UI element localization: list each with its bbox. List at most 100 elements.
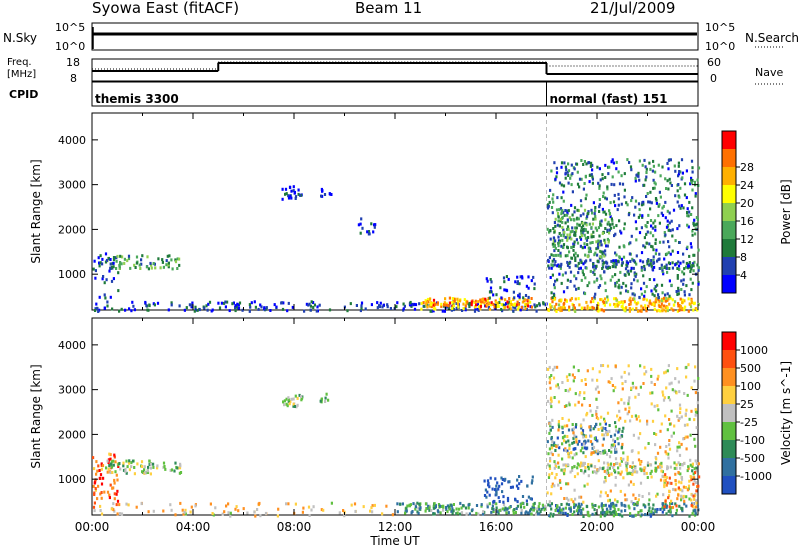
range-cell bbox=[622, 476, 625, 480]
range-cell bbox=[625, 263, 628, 267]
range-cell bbox=[692, 253, 695, 257]
range-cell bbox=[560, 503, 563, 506]
colorbar-tick-label: 500 bbox=[740, 362, 761, 375]
range-cell bbox=[597, 309, 600, 313]
range-cell bbox=[643, 513, 647, 517]
range-cell bbox=[300, 395, 303, 398]
range-cell bbox=[448, 301, 451, 305]
colorbar-tick-label: 16 bbox=[740, 215, 754, 228]
range-cell bbox=[666, 209, 669, 213]
range-cell bbox=[96, 497, 99, 501]
range-cell bbox=[652, 261, 656, 265]
range-cell bbox=[184, 508, 187, 512]
range-cell bbox=[430, 309, 433, 313]
range-cell bbox=[361, 226, 364, 230]
range-cell bbox=[623, 227, 626, 231]
range-cell bbox=[619, 291, 622, 295]
panel-frame bbox=[91, 112, 699, 311]
range-cell bbox=[687, 266, 690, 270]
range-cell bbox=[692, 302, 695, 306]
range-cell bbox=[678, 195, 681, 199]
range-cell bbox=[285, 192, 288, 196]
range-cell bbox=[677, 302, 680, 306]
range-cell bbox=[576, 254, 579, 258]
range-cell bbox=[459, 501, 462, 505]
range-cell bbox=[665, 252, 668, 256]
range-cell bbox=[696, 401, 699, 405]
range-cell bbox=[621, 261, 624, 265]
range-cell bbox=[648, 161, 651, 165]
range-cell bbox=[100, 496, 103, 500]
range-cell bbox=[581, 231, 584, 235]
range-cell bbox=[166, 254, 169, 258]
range-cell bbox=[217, 301, 220, 305]
range-cell bbox=[559, 264, 562, 268]
range-cell bbox=[434, 503, 437, 507]
range-cell bbox=[657, 163, 660, 167]
range-cell bbox=[649, 463, 653, 467]
range-cell bbox=[176, 466, 179, 470]
range-cell bbox=[109, 295, 112, 299]
range-cell bbox=[637, 393, 640, 396]
range-cell bbox=[592, 217, 595, 221]
range-cell bbox=[548, 365, 551, 369]
range-cell bbox=[663, 231, 666, 234]
range-cell bbox=[614, 498, 617, 502]
range-cell bbox=[567, 401, 571, 405]
range-cell bbox=[693, 467, 696, 471]
range-cell bbox=[162, 265, 165, 269]
range-cell bbox=[167, 265, 170, 269]
range-cell bbox=[106, 490, 110, 494]
range-cell bbox=[676, 449, 679, 453]
range-cell bbox=[96, 469, 99, 473]
range-cell bbox=[147, 510, 150, 514]
range-cell bbox=[591, 470, 595, 474]
range-cell bbox=[525, 510, 528, 514]
range-cell bbox=[569, 470, 572, 474]
range-cell bbox=[562, 210, 565, 214]
range-cell bbox=[591, 378, 594, 382]
range-cell bbox=[94, 488, 97, 492]
range-cell bbox=[456, 511, 459, 515]
range-cell bbox=[115, 503, 118, 507]
range-cell bbox=[108, 269, 111, 273]
range-cell bbox=[639, 461, 642, 465]
range-cell bbox=[106, 304, 109, 308]
range-cell bbox=[479, 300, 482, 304]
range-cell bbox=[647, 200, 650, 204]
range-cell bbox=[475, 303, 478, 307]
range-cell bbox=[632, 266, 635, 270]
range-cell bbox=[573, 206, 577, 210]
range-cell bbox=[501, 478, 504, 481]
range-cell bbox=[478, 305, 481, 309]
range-cell bbox=[564, 209, 567, 212]
range-cell bbox=[590, 451, 593, 455]
range-cell bbox=[561, 220, 564, 224]
range-cell bbox=[626, 455, 629, 459]
range-cell bbox=[154, 266, 157, 270]
range-cell bbox=[667, 228, 670, 232]
range-cell bbox=[683, 499, 686, 503]
range-cell bbox=[657, 214, 660, 218]
range-cell bbox=[536, 509, 539, 513]
range-cell bbox=[648, 278, 651, 281]
range-cell bbox=[561, 425, 564, 429]
range-cell bbox=[516, 500, 519, 504]
range-cell bbox=[583, 292, 587, 296]
range-cell bbox=[596, 378, 599, 382]
colorbar-swatch bbox=[722, 440, 736, 459]
range-cell bbox=[143, 465, 146, 469]
range-cell bbox=[532, 505, 535, 509]
range-cell bbox=[491, 504, 494, 508]
range-cell bbox=[677, 286, 680, 290]
range-cell bbox=[128, 307, 131, 311]
range-cell bbox=[566, 218, 569, 222]
range-cell bbox=[653, 383, 656, 386]
range-cell bbox=[130, 309, 133, 313]
range-cell bbox=[548, 473, 551, 477]
range-cell bbox=[500, 303, 503, 307]
range-cell bbox=[548, 376, 551, 380]
range-cell bbox=[559, 510, 562, 514]
range-cell bbox=[445, 303, 448, 307]
range-cell bbox=[286, 309, 289, 313]
